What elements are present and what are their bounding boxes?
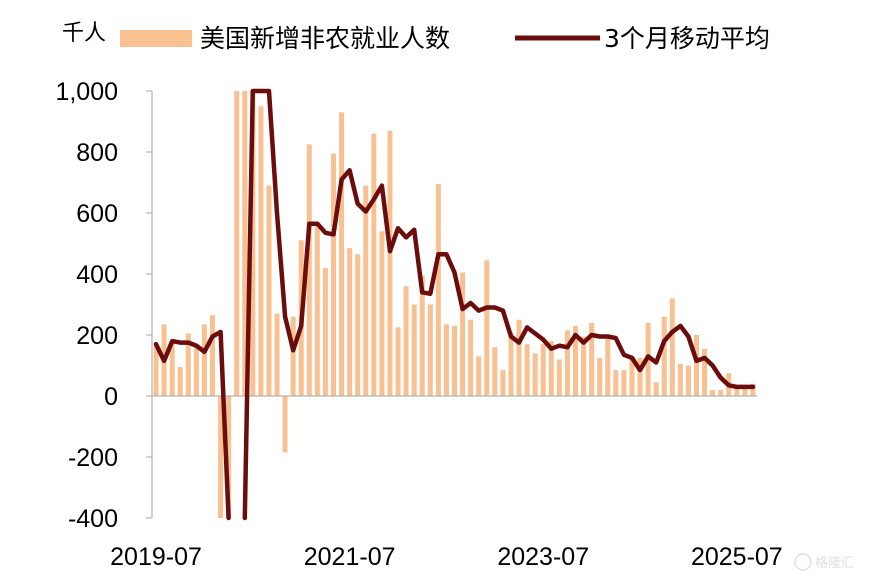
bar	[548, 341, 554, 396]
watermark-logo: 格隆汇	[794, 553, 854, 571]
bar	[363, 185, 369, 396]
legend: 千人 美国新增非农就业人数 3个月移动平均	[62, 21, 770, 53]
x-tick-label: 2021-07	[304, 543, 396, 571]
bar	[484, 260, 490, 396]
bar	[653, 382, 659, 396]
bar	[621, 370, 627, 396]
bar	[250, 91, 256, 396]
y-tick-label: 1,000	[55, 78, 118, 106]
bar	[314, 225, 320, 396]
y-tick-label: -400	[68, 505, 118, 533]
bar	[330, 153, 337, 396]
bar	[500, 370, 506, 396]
bar	[605, 335, 611, 396]
bar	[153, 344, 159, 396]
y-tick-label: 800	[76, 139, 118, 167]
x-ticks: 2019-07 2021-07 2023-07 2025-07	[110, 543, 783, 571]
bar	[427, 304, 433, 396]
bar	[734, 385, 740, 396]
bar	[669, 298, 675, 396]
bar	[379, 231, 385, 396]
bar	[355, 254, 361, 396]
bar	[613, 370, 619, 396]
bar	[322, 267, 328, 396]
y-tick-label: 200	[76, 322, 118, 350]
y-tick-label: 0	[104, 383, 118, 411]
bar	[266, 185, 272, 396]
bar	[258, 106, 264, 396]
legend-bar-label: 美国新增非农就业人数	[200, 24, 450, 53]
bar	[435, 184, 441, 396]
bar	[677, 363, 683, 396]
bar	[492, 347, 498, 396]
bar	[185, 333, 191, 396]
bar	[169, 341, 175, 396]
bar	[556, 359, 562, 396]
bar	[242, 91, 248, 396]
bar	[564, 330, 570, 396]
bar	[218, 396, 224, 518]
bar	[403, 286, 409, 396]
bar	[540, 344, 546, 396]
bar	[193, 345, 199, 396]
bar	[637, 357, 643, 396]
bar	[532, 353, 538, 396]
bar	[290, 316, 296, 396]
bar	[451, 325, 458, 396]
bar	[710, 389, 716, 396]
x-tick-label: 2025-07	[691, 543, 783, 571]
bar	[508, 331, 514, 396]
bar-series	[153, 91, 756, 518]
legend-bar-swatch	[120, 30, 192, 47]
bar	[524, 344, 530, 396]
bar	[516, 319, 522, 396]
bar	[685, 365, 691, 396]
bar	[702, 348, 708, 396]
bar	[581, 336, 587, 396]
bar	[419, 275, 425, 396]
bar	[443, 324, 449, 396]
bar	[411, 304, 417, 396]
x-tick-label: 2023-07	[497, 543, 589, 571]
bar	[395, 327, 401, 396]
bar	[201, 324, 207, 396]
bar	[742, 386, 748, 396]
bar	[339, 112, 345, 396]
bar	[661, 316, 667, 396]
bar	[468, 319, 474, 396]
bar	[718, 389, 724, 396]
bar	[572, 325, 579, 396]
bar	[177, 367, 183, 396]
bar	[629, 356, 635, 396]
bar	[589, 322, 595, 396]
bar	[234, 91, 240, 396]
moving-average-line	[153, 88, 756, 521]
y-tick-label: 600	[76, 200, 118, 228]
bar	[476, 356, 482, 396]
unit-label: 千人	[62, 21, 106, 46]
svg-text:格隆汇: 格隆汇	[815, 555, 854, 571]
bar	[371, 133, 377, 396]
y-tick-label: -200	[68, 444, 118, 472]
bar	[347, 248, 353, 396]
bar	[226, 396, 232, 518]
legend-line-label: 3个月移动平均	[604, 24, 770, 53]
y-tick-label: 400	[76, 261, 118, 289]
bar	[597, 357, 603, 396]
bar	[274, 313, 280, 396]
bar	[282, 396, 288, 453]
bar	[460, 272, 466, 396]
bar	[387, 130, 393, 396]
bar	[750, 383, 756, 396]
bar	[209, 315, 216, 396]
y-ticks: -400 -200 0 200 400 600 800 1,000	[55, 78, 152, 533]
bar	[693, 335, 700, 396]
x-tick-label: 2019-07	[110, 543, 202, 571]
bar	[306, 144, 312, 396]
